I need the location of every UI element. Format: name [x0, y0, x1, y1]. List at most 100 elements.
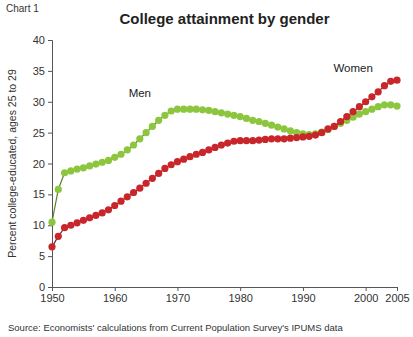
tick: 20 — [33, 158, 52, 170]
y-axis-label: Percent college-educated, ages 25 to 29 — [6, 69, 18, 258]
point — [306, 133, 313, 140]
point — [249, 137, 256, 144]
point — [149, 175, 156, 182]
point — [343, 113, 350, 120]
point — [230, 138, 237, 145]
tick-mark — [48, 164, 52, 165]
tick-mark — [303, 287, 304, 291]
point — [318, 128, 325, 135]
source: Source: Economists' calculations from Cu… — [8, 322, 343, 333]
tick-label: 2005 — [385, 292, 409, 304]
point — [99, 159, 106, 166]
point — [186, 106, 193, 113]
point — [274, 135, 281, 142]
tick: 1990 — [291, 287, 315, 304]
point — [55, 186, 62, 193]
point — [180, 106, 187, 113]
point — [393, 77, 400, 84]
point — [111, 154, 118, 161]
point — [180, 156, 187, 163]
point — [255, 136, 262, 143]
tick: 1950 — [40, 287, 64, 304]
point — [268, 135, 275, 142]
point — [205, 107, 212, 114]
point — [293, 134, 300, 141]
point — [174, 158, 181, 165]
series-line — [52, 105, 397, 222]
point — [117, 198, 124, 205]
point — [362, 108, 369, 115]
point — [86, 162, 93, 169]
tick-label: 15 — [33, 188, 45, 200]
tick-mark — [48, 133, 52, 134]
series-line — [52, 80, 397, 247]
tick-label: 5 — [39, 250, 45, 262]
point — [136, 185, 143, 192]
point — [99, 209, 106, 216]
point — [381, 82, 388, 89]
chart-label: Chart 1 — [6, 3, 39, 14]
point — [92, 212, 99, 219]
point — [105, 206, 112, 213]
tick-label: 40 — [33, 34, 45, 46]
point — [80, 217, 87, 224]
point — [186, 153, 193, 160]
point — [237, 113, 244, 120]
point — [280, 125, 287, 132]
point — [218, 141, 225, 148]
point — [230, 112, 237, 119]
point — [381, 101, 388, 108]
tick-label: 1960 — [103, 292, 127, 304]
point — [375, 88, 382, 95]
point — [243, 137, 250, 144]
tick-label: 1980 — [228, 292, 252, 304]
point — [268, 122, 275, 129]
tick-mark — [48, 287, 52, 288]
tick: 2005 — [385, 287, 409, 304]
point — [117, 151, 124, 158]
tick-mark — [48, 194, 52, 195]
tick-label: 25 — [33, 127, 45, 139]
tick-mark — [48, 40, 52, 41]
point — [80, 164, 87, 171]
tick: 15 — [33, 188, 52, 200]
point — [243, 115, 250, 122]
plot: 0510152025303540195019601970198019902000… — [33, 34, 410, 304]
point — [48, 243, 55, 250]
point — [124, 146, 131, 153]
tick-label: 2000 — [354, 292, 378, 304]
tick: 25 — [33, 127, 52, 139]
point — [193, 106, 200, 113]
point — [168, 161, 175, 168]
point — [375, 103, 382, 110]
point — [168, 107, 175, 114]
chart: Chart 1College attainment by gender05101… — [0, 0, 413, 337]
tick-label: 1970 — [166, 292, 190, 304]
point — [331, 123, 338, 130]
tick-mark — [366, 287, 367, 291]
point — [205, 146, 212, 153]
tick-label: 30 — [33, 96, 45, 108]
point — [262, 120, 269, 127]
y-axis: 0510152025303540 — [33, 34, 53, 293]
point — [111, 202, 118, 209]
tick-label: 1990 — [291, 292, 315, 304]
tick: 35 — [33, 65, 52, 77]
point — [324, 125, 331, 132]
point — [149, 123, 156, 130]
point — [211, 144, 218, 151]
point — [130, 141, 137, 148]
point — [61, 224, 68, 231]
point — [299, 133, 306, 140]
point — [86, 214, 93, 221]
point — [237, 137, 244, 144]
point — [312, 131, 319, 138]
point — [105, 157, 112, 164]
point — [362, 98, 369, 105]
point — [67, 167, 74, 174]
point — [262, 136, 269, 143]
tick: 1960 — [103, 287, 127, 304]
tick-mark — [240, 287, 241, 291]
point — [393, 102, 400, 109]
point — [193, 151, 200, 158]
